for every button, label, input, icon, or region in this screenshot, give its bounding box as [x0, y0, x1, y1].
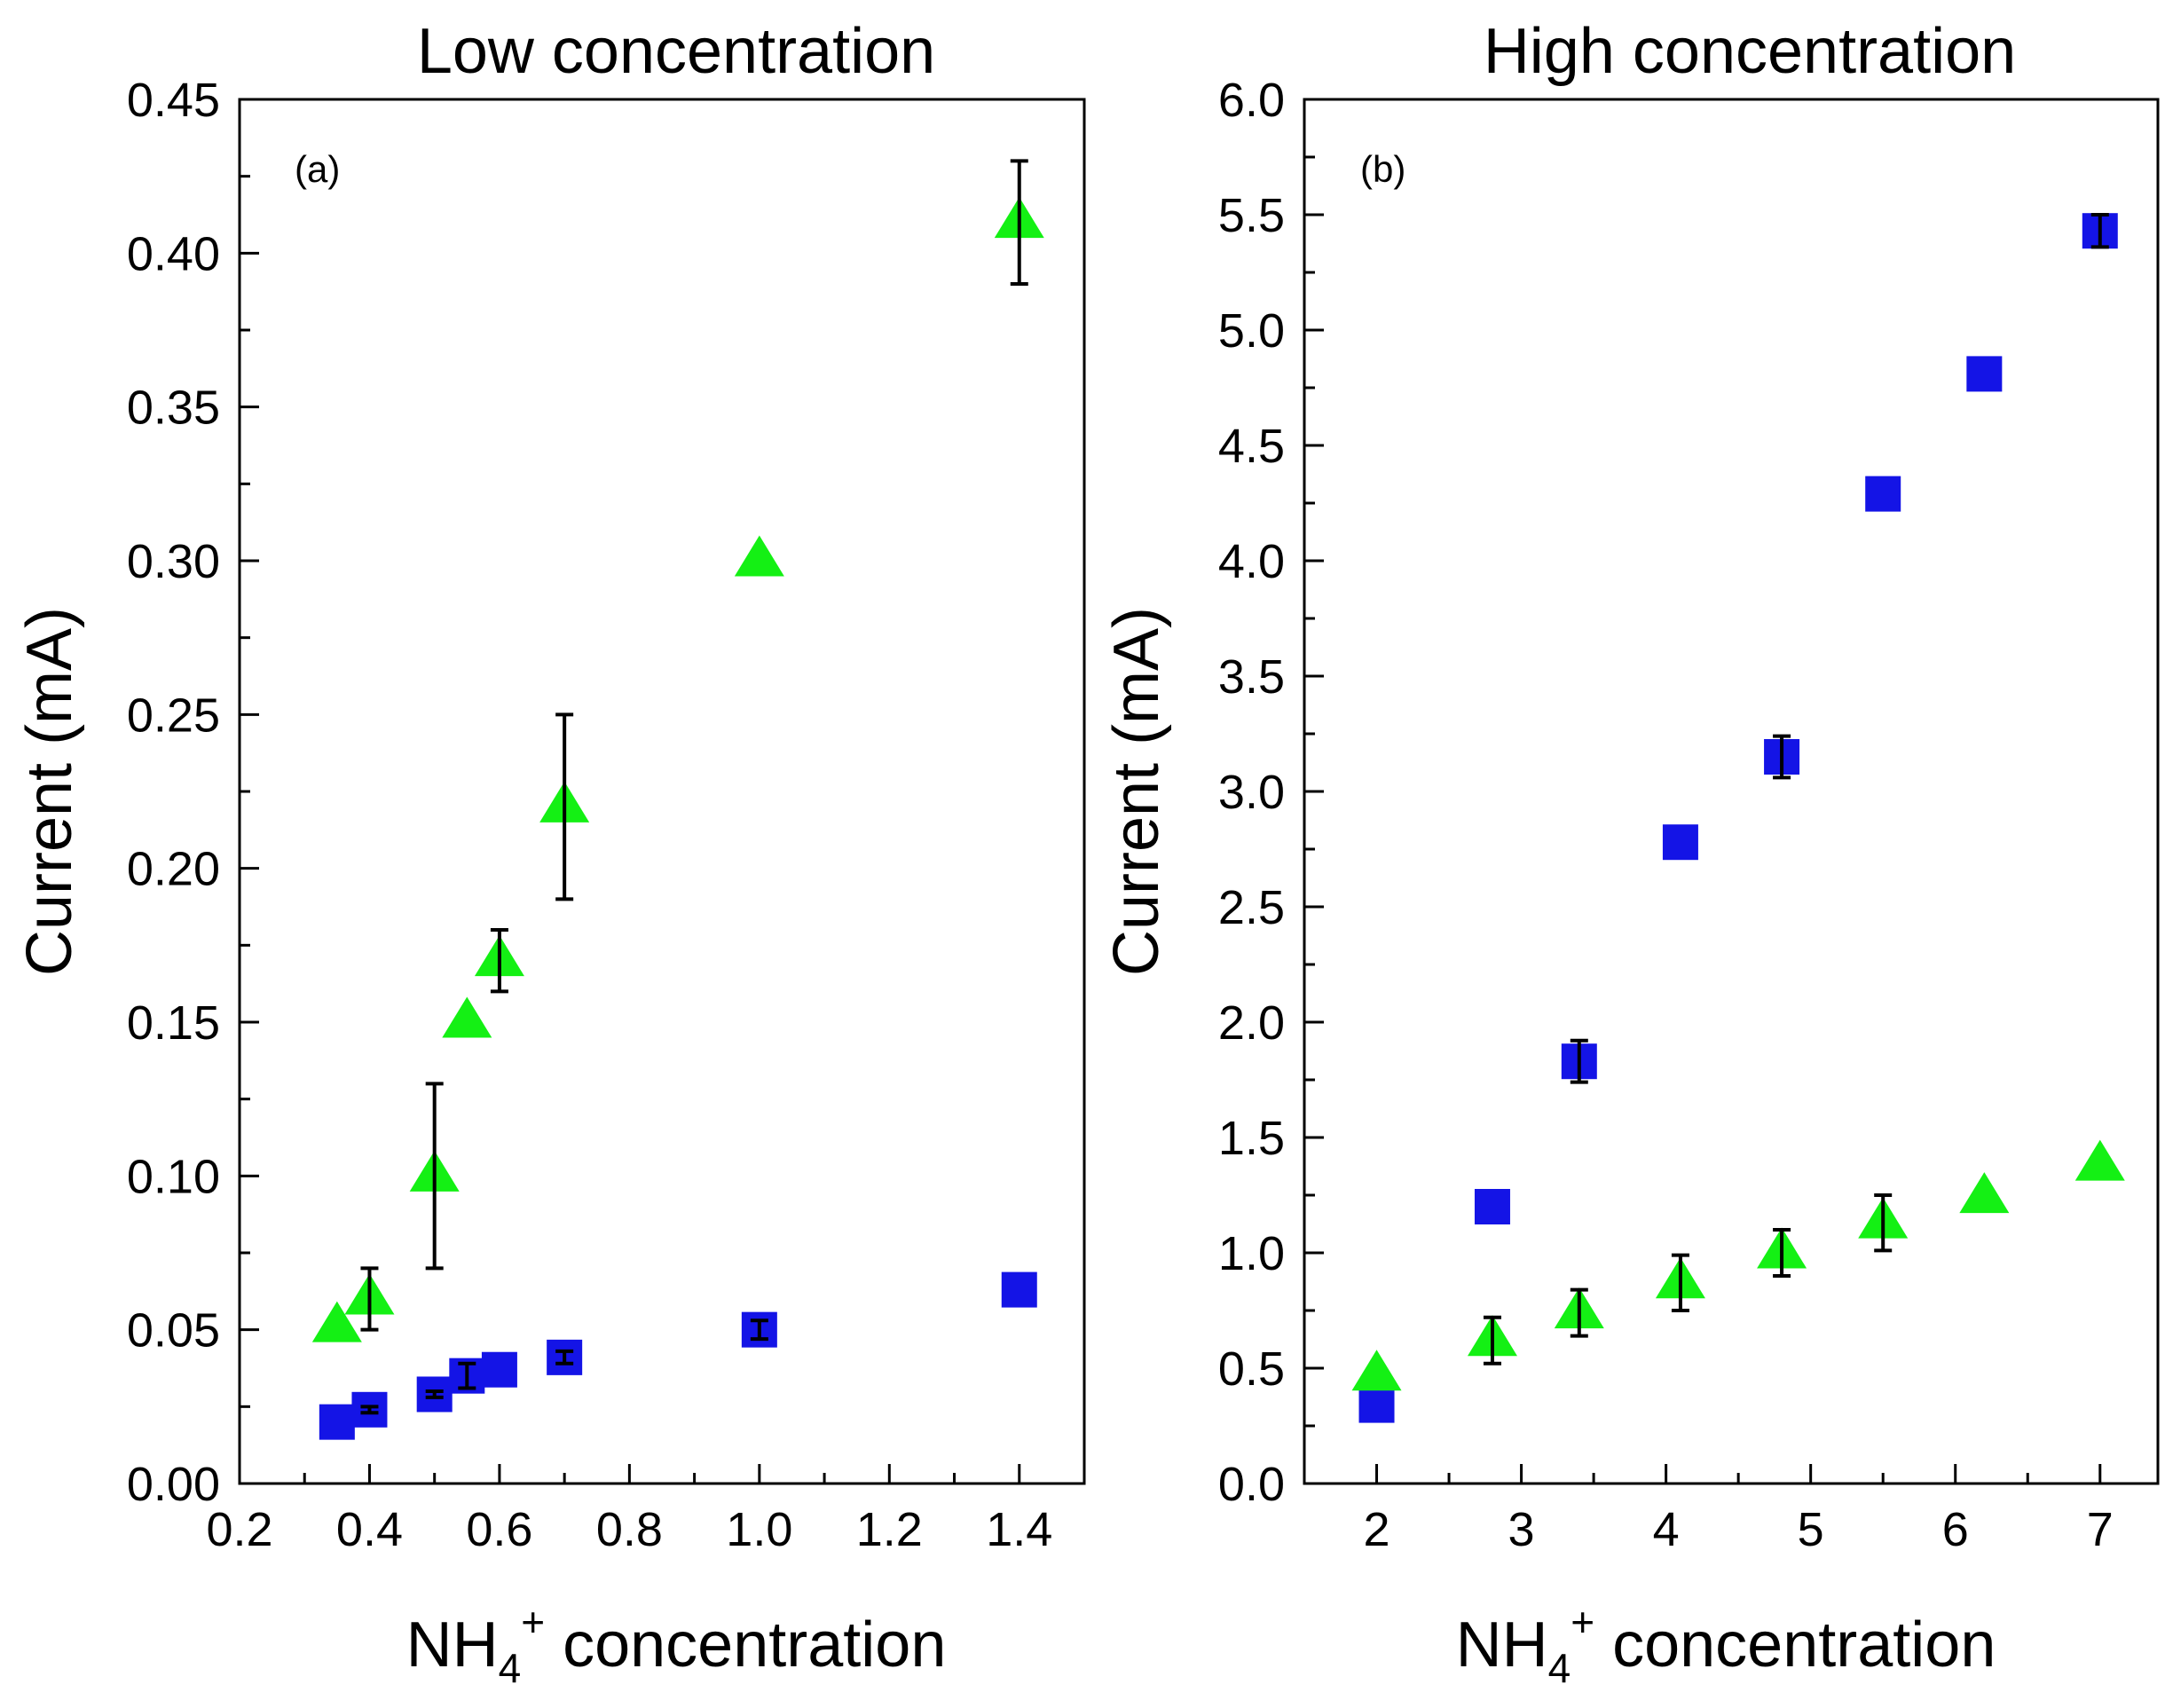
panel-b-triangle-point — [1351, 1350, 1402, 1391]
panel-a-y-axis-label: Current (mA) — [14, 607, 85, 976]
panel-b-x-axis-label: NH4+ concentration — [1456, 1599, 1996, 1691]
panel-a-xlabel-base: NH — [406, 1610, 499, 1680]
panel-b-x-tick-label: 3 — [1508, 1503, 1535, 1556]
panel-b-y-tick-label: 6.0 — [1218, 74, 1285, 127]
panel-b-y-ticks: 0.0 0.5 1.0 1.5 2.0 2.5 3.0 3.5 4.0 4.5 5.0 5.5 6.0 — [1218, 74, 1324, 1511]
panel-a-triangle-point — [734, 535, 784, 577]
panel-a-x-tick-label: 0.8 — [596, 1503, 663, 1556]
panel-b-error-bar — [1773, 734, 1791, 780]
panel-a-x-tick-label: 0.2 — [206, 1503, 272, 1556]
panel-b-error-bar — [1773, 1228, 1791, 1278]
panel-b-y-axis-label: Current (mA) — [1101, 607, 1172, 976]
panel-b-x-tick-label: 2 — [1364, 1503, 1390, 1556]
panel-b-series-square — [1358, 213, 2118, 1423]
panel-b-triangle-point — [2074, 1139, 2125, 1181]
panel-a-x-tick-label: 0.4 — [336, 1503, 403, 1556]
panel-a-error-bar — [1010, 159, 1028, 286]
panel-b-error-bar — [1570, 1287, 1588, 1338]
panel-a-error-bar — [360, 1405, 379, 1415]
panel-b-square-point — [1966, 356, 2003, 392]
panel-b-y-tick-label: 1.5 — [1218, 1112, 1285, 1165]
panel-a-x-tick-label: 0.6 — [466, 1503, 532, 1556]
panel-b-x-ticks: 2 3 4 5 6 7 — [1364, 1464, 2114, 1556]
panel-a-error-bar — [750, 1318, 768, 1342]
panel-a-y-ticks: 0.00 0.05 0.10 0.15 0.20 0.25 0.30 0.35 0.40 0.45 — [127, 74, 259, 1511]
panel-a-y-tick-label: 0.05 — [127, 1304, 220, 1358]
panel-a-triangle-point — [311, 1301, 362, 1342]
panel-b-triangle-point — [1959, 1172, 2010, 1214]
panel-b-title: High concentration — [1484, 16, 2016, 87]
panel-a-error-bar — [360, 1266, 379, 1332]
panel-b-x-tick-label: 4 — [1653, 1503, 1680, 1556]
panel-b-y-tick-label: 4.5 — [1218, 420, 1285, 473]
panel-a-square-point — [481, 1351, 517, 1388]
panel-a-y-tick-label: 0.25 — [127, 689, 220, 742]
panel-b-xlabel-sup: + — [1571, 1599, 1594, 1645]
panel-a-square-point — [1001, 1271, 1037, 1308]
panel-b-y-tick-label: 3.5 — [1218, 650, 1285, 704]
panel-b-y-tick-label: 3.0 — [1218, 766, 1285, 819]
panel-b-series-triangle — [1351, 1139, 2125, 1391]
panel-b-y-tick-label: 1.0 — [1218, 1227, 1285, 1280]
panel-a-y-tick-label: 0.40 — [127, 227, 220, 280]
panel-b-data-marks — [1351, 213, 2125, 1423]
panel-a-xlabel-sub: 4 — [499, 1645, 522, 1691]
panel-b-xlabel-rest: concentration — [1594, 1610, 1996, 1680]
panel-b-y-tick-label: 0.0 — [1218, 1458, 1285, 1511]
panel-a-y-tick-label: 0.35 — [127, 382, 220, 435]
panel-a-y-tick-label: 0.00 — [127, 1458, 220, 1511]
panel-a-y-tick-label: 0.45 — [127, 74, 220, 127]
panel-a-error-bar — [425, 1082, 444, 1271]
panel-b-y-tick-label: 0.5 — [1218, 1342, 1285, 1396]
panel-b-square-point — [1474, 1189, 1510, 1224]
panel-b-square-point — [1358, 1387, 1395, 1423]
panel-a-title: Low concentration — [417, 16, 935, 87]
panel-b-square-point — [1662, 824, 1698, 861]
panel-b-y-tick-label: 4.0 — [1218, 535, 1285, 588]
panel-a-error-bar — [458, 1361, 476, 1390]
panel-b-xlabel-sub: 4 — [1548, 1645, 1571, 1691]
panel-a-label: (a) — [295, 148, 340, 190]
panel-b-y-tick-label: 2.0 — [1218, 996, 1285, 1050]
panel-b-square-point — [1865, 476, 1901, 512]
panel-b-label: (b) — [1360, 148, 1405, 190]
panel-a-y-tick-label: 0.30 — [127, 535, 220, 588]
panel-a-data-marks — [311, 159, 1044, 1440]
panel-a-error-bar — [555, 1349, 574, 1366]
panel-a-error-bar — [490, 928, 508, 994]
panel-a-y-tick-label: 0.15 — [127, 996, 220, 1050]
panel-a-triangle-point — [442, 996, 492, 1038]
panel-b-error-bar — [1671, 1253, 1689, 1312]
panel-b-error-bar — [1874, 1193, 1893, 1253]
panel-a-x-ticks: 0.2 0.4 0.6 0.8 1.0 1.2 1.4 — [206, 1464, 1052, 1556]
panel-b-error-bar — [1570, 1038, 1588, 1084]
panel-a-error-bar — [555, 712, 574, 901]
panel-a-x-tick-label: 1.0 — [726, 1503, 792, 1556]
panel-b-x-tick-label: 7 — [2087, 1503, 2114, 1556]
panel-a-xlabel-sup: + — [521, 1599, 545, 1645]
panel-b-x-tick-label: 5 — [1798, 1503, 1824, 1556]
panel-b-error-bar — [2090, 213, 2109, 249]
panel-a-x-axis-label: NH4+ concentration — [406, 1599, 947, 1691]
panel-b-y-tick-label: 5.5 — [1218, 189, 1285, 242]
panel-a-y-tick-label: 0.10 — [127, 1150, 220, 1203]
panel-b-high-concentration: High concentration (b) Current (mA) NH4+… — [1101, 16, 2160, 1691]
panel-a-x-tick-label: 1.2 — [856, 1503, 923, 1556]
panel-b-error-bar — [1483, 1315, 1501, 1366]
panel-b-x-tick-label: 6 — [1942, 1503, 1969, 1556]
panel-b-xlabel-base: NH — [1456, 1610, 1548, 1680]
panel-a-error-bar — [425, 1389, 444, 1399]
panel-a-y-tick-label: 0.20 — [127, 843, 220, 896]
panel-a-low-concentration: Low concentration (a) Current (mA) NH4+ … — [14, 16, 1086, 1691]
panel-a-square-point — [319, 1404, 355, 1440]
panel-b-y-tick-label: 5.0 — [1218, 304, 1285, 358]
panel-a-xlabel-rest: concentration — [545, 1610, 946, 1680]
panel-a-x-tick-label: 1.4 — [986, 1503, 1052, 1556]
panel-b-y-tick-label: 2.5 — [1218, 881, 1285, 934]
panel-a-series-triangle — [311, 159, 1044, 1342]
panel-a-series-square — [319, 1271, 1037, 1440]
